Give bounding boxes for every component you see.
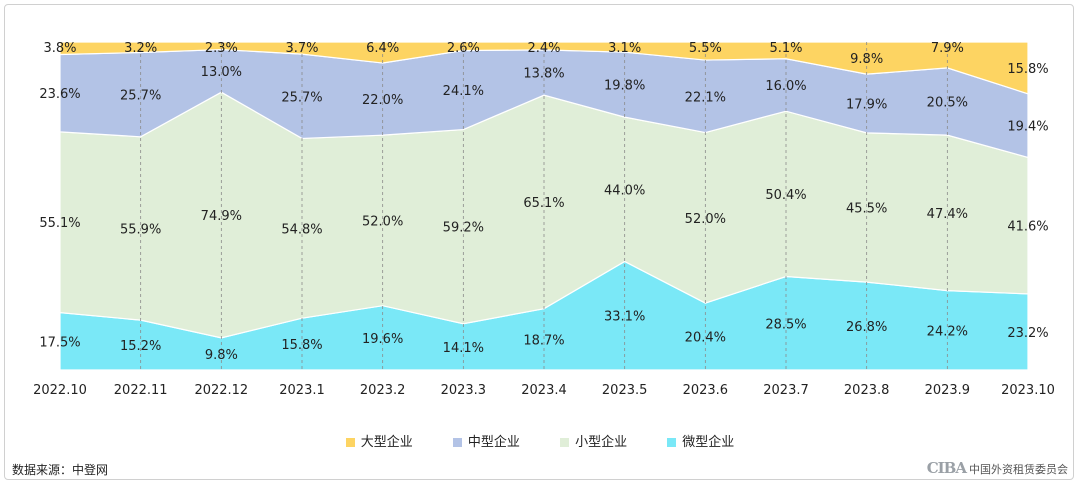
data-label-medium: 17.9% bbox=[846, 98, 887, 113]
legend-item-small: 小型企业 bbox=[560, 431, 627, 450]
data-label-small: 52.0% bbox=[362, 214, 403, 229]
org-mark: CIBA 中国外资租赁委员会 bbox=[927, 459, 1068, 477]
data-label-micro: 15.2% bbox=[120, 339, 161, 354]
data-label-micro: 28.5% bbox=[765, 317, 806, 332]
data-label-small: 55.9% bbox=[120, 222, 161, 237]
legend-label-large: 大型企业 bbox=[360, 435, 413, 450]
legend-label-micro: 微型企业 bbox=[682, 435, 735, 450]
legend-swatch-large bbox=[345, 438, 355, 447]
data-label-medium: 22.0% bbox=[362, 93, 403, 108]
data-label-medium: 13.0% bbox=[201, 65, 242, 80]
data-labels: 17.5% 15.2% 9.8% 15.8% 19.6% 14.1% 18.7% 33.1% 2… bbox=[39, 41, 1048, 363]
data-label-small: 52.0% bbox=[685, 212, 726, 227]
x-tick-label: 2022.10 bbox=[33, 383, 87, 398]
data-label-micro: 20.4% bbox=[685, 331, 726, 346]
grid-lines bbox=[140, 42, 948, 370]
data-label-medium: 22.1% bbox=[685, 90, 726, 105]
data-label-micro: 26.8% bbox=[846, 320, 887, 335]
data-label-micro: 15.8% bbox=[281, 338, 322, 353]
data-label-medium: 13.8% bbox=[523, 67, 564, 82]
legend-swatch-micro bbox=[667, 438, 677, 447]
data-label-large: 3.7% bbox=[285, 41, 318, 56]
data-label-large: 3.1% bbox=[608, 41, 641, 56]
legend-label-medium: 中型企业 bbox=[467, 435, 520, 450]
x-tick-label: 2022.12 bbox=[194, 383, 248, 398]
data-label-micro: 14.1% bbox=[443, 341, 484, 356]
chart-frame bbox=[4, 4, 1074, 480]
data-label-medium: 24.1% bbox=[443, 84, 484, 99]
data-label-micro: 9.8% bbox=[205, 348, 238, 363]
data-label-micro: 23.2% bbox=[1007, 326, 1048, 341]
data-label-medium: 25.7% bbox=[120, 89, 161, 104]
legend-item-medium: 中型企业 bbox=[452, 431, 520, 450]
data-label-micro: 18.7% bbox=[523, 333, 564, 348]
ciba-logo: CIBA bbox=[926, 459, 967, 477]
data-label-large: 2.6% bbox=[447, 41, 480, 56]
data-label-small: 44.0% bbox=[604, 183, 645, 198]
data-label-small: 54.8% bbox=[281, 222, 322, 237]
data-label-medium: 23.6% bbox=[39, 87, 80, 102]
org-name: 中国外资租赁委员会 bbox=[969, 463, 1068, 476]
data-label-large: 5.5% bbox=[689, 41, 722, 56]
data-label-medium: 20.5% bbox=[927, 96, 968, 111]
data-label-large: 3.2% bbox=[124, 41, 157, 56]
data-label-large: 5.1% bbox=[769, 41, 802, 56]
data-label-large: 2.4% bbox=[527, 41, 560, 56]
legend-swatch-small bbox=[560, 438, 570, 447]
data-label-small: 74.9% bbox=[201, 209, 242, 224]
data-label-micro: 19.6% bbox=[362, 332, 403, 347]
legend-item-micro: 微型企业 bbox=[667, 431, 734, 450]
data-label-large: 3.8% bbox=[43, 41, 76, 56]
data-label-small: 50.4% bbox=[765, 188, 806, 203]
data-label-medium: 19.8% bbox=[604, 79, 645, 94]
data-label-small: 59.2% bbox=[443, 221, 484, 236]
x-tick-label: 2023.10 bbox=[1001, 383, 1055, 398]
x-tick-label: 2023.8 bbox=[844, 383, 890, 398]
data-label-small: 41.6% bbox=[1007, 220, 1048, 235]
x-axis-ticks: 2022.10 2022.11 2022.12 2023.1 2023.2 2023.3 2… bbox=[33, 383, 1055, 398]
data-label-micro: 33.1% bbox=[604, 310, 645, 325]
legend-swatch-medium bbox=[452, 438, 462, 447]
legend-item-large: 大型企业 bbox=[345, 431, 413, 450]
data-label-small: 55.1% bbox=[39, 216, 80, 231]
x-tick-label: 2023.9 bbox=[925, 383, 971, 398]
data-label-small: 45.5% bbox=[846, 201, 887, 216]
x-tick-label: 2022.11 bbox=[114, 383, 168, 398]
x-tick-label: 2023.7 bbox=[763, 383, 809, 398]
data-label-micro: 24.2% bbox=[927, 324, 968, 339]
x-tick-label: 2023.5 bbox=[602, 383, 648, 398]
data-label-small: 65.1% bbox=[523, 196, 564, 211]
data-label-medium: 16.0% bbox=[765, 79, 806, 94]
data-label-large: 9.8% bbox=[850, 52, 883, 67]
x-tick-label: 2023.3 bbox=[441, 383, 487, 398]
x-tick-label: 2023.6 bbox=[683, 383, 729, 398]
data-label-large: 6.4% bbox=[366, 41, 399, 56]
data-label-large: 2.3% bbox=[205, 41, 238, 56]
data-source: 数据来源：中登网 bbox=[12, 463, 109, 477]
x-tick-label: 2023.2 bbox=[360, 383, 406, 398]
data-label-large: 15.8% bbox=[1007, 62, 1048, 77]
data-label-micro: 17.5% bbox=[39, 335, 80, 350]
data-label-small: 47.4% bbox=[927, 207, 968, 222]
legend-label-small: 小型企业 bbox=[575, 435, 628, 450]
x-tick-label: 2023.4 bbox=[521, 383, 567, 398]
legend: 大型企业 中型企业 小型企业 微型企业 bbox=[0, 431, 1080, 450]
data-label-medium: 19.4% bbox=[1007, 120, 1048, 135]
data-label-medium: 25.7% bbox=[281, 90, 322, 105]
data-label-large: 7.9% bbox=[931, 41, 964, 56]
x-tick-label: 2023.1 bbox=[279, 383, 325, 398]
